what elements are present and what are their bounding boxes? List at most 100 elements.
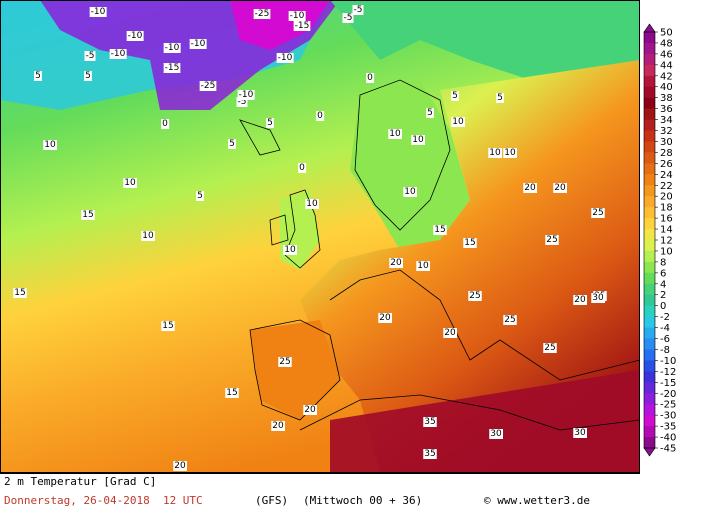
colorbar-band <box>644 207 655 219</box>
colorbar-label: -40 <box>660 433 676 444</box>
colorbar-band <box>644 338 655 350</box>
colorbar-band <box>644 393 655 405</box>
colorbar-label: 40 <box>660 82 673 93</box>
colorbar-band <box>644 32 655 44</box>
isoline-label: -25 <box>255 9 270 19</box>
colorbar-band <box>644 108 655 121</box>
isoline-label-bg <box>543 343 557 353</box>
isoline-label-bg <box>123 178 137 188</box>
colorbar-band <box>644 283 655 296</box>
isoline-label: -15 <box>165 63 180 73</box>
isoline-label-bg <box>411 135 425 145</box>
iberia <box>250 320 340 420</box>
colorbar-band <box>644 163 655 175</box>
colorbar-band <box>644 382 655 394</box>
isoline-label: 20 <box>304 405 316 415</box>
isoline-label-bg <box>109 49 127 59</box>
colorbar-band <box>644 97 655 110</box>
colorbar-label: -25 <box>660 400 676 411</box>
isoline-label-bg <box>423 417 437 427</box>
isoline-label: 20 <box>554 183 566 193</box>
colorbar-band <box>644 327 655 340</box>
colorbar-label: 16 <box>660 214 673 225</box>
isoline-label-bg <box>573 295 587 305</box>
isoline-label-bg <box>423 449 437 459</box>
colorbar-label: 10 <box>660 246 673 257</box>
colorbar-label: 34 <box>660 115 673 126</box>
colorbar-band <box>644 240 655 252</box>
colorbar-band <box>644 64 655 77</box>
arctic <box>330 0 640 90</box>
isoline-label-bg <box>305 199 319 209</box>
isoline-label: 5 <box>85 71 91 81</box>
isoline-label: 35 <box>424 449 435 459</box>
isoline-label-bg <box>84 71 92 81</box>
model: (GFS) <box>255 494 289 507</box>
colorbar-label: 20 <box>660 192 673 203</box>
isoline-label-bg <box>237 90 255 100</box>
isoline-label: -10 <box>91 7 106 17</box>
isoline-label-bg <box>591 208 605 218</box>
colorbar-band <box>644 360 655 372</box>
colorbar-label: 26 <box>660 159 673 170</box>
colorbar-label: -12 <box>660 367 676 378</box>
colorbar-band <box>644 130 655 142</box>
colorbar-top <box>643 23 656 33</box>
isoline-label-bg <box>288 11 306 21</box>
colorbar-band <box>644 294 655 307</box>
isoline-label-bg <box>126 31 144 41</box>
isoline-label-bg <box>276 53 294 63</box>
isoline-label-bg <box>173 461 187 471</box>
isoline-label-bg <box>43 140 57 150</box>
isoline-label: 30 <box>574 428 586 438</box>
colorbar-label: -6 <box>660 334 670 345</box>
date: Donnerstag, 26-04-2018 12 UTC <box>4 494 203 507</box>
isoline-label-bg <box>468 291 482 301</box>
isoline-label-bg <box>199 81 217 91</box>
isoline-label-bg <box>236 97 248 107</box>
colorbar-label: 48 <box>660 38 673 49</box>
isoline-label: 10 <box>44 140 56 150</box>
isoline-label: -5 <box>344 13 353 23</box>
colorbar-label: 4 <box>660 279 666 290</box>
isoline-label-bg <box>433 225 447 235</box>
isoline-label: -5 <box>86 51 95 61</box>
colorbar-band <box>644 218 655 230</box>
colorbar-bottom <box>643 447 656 457</box>
isoline-label-bg <box>163 63 181 73</box>
isoline-label: 20 <box>174 461 186 471</box>
isoline-label: 25 <box>469 291 480 301</box>
isoline-label-bg <box>266 118 274 128</box>
colorbar-label: -20 <box>660 389 676 400</box>
isoline-label-bg <box>84 51 96 61</box>
colorbar-band <box>644 272 655 285</box>
isoline-label: 5 <box>229 139 235 149</box>
isoline-label: 20 <box>574 295 586 305</box>
colorbar-label: -45 <box>660 444 676 455</box>
colorbar-label: 28 <box>660 148 673 159</box>
colorbar-band <box>644 42 655 55</box>
isoline-label: 10 <box>417 261 429 271</box>
isoline-label: 25 <box>546 235 557 245</box>
isoline-label: 5 <box>197 191 203 201</box>
isoline-label-bg <box>443 328 457 338</box>
isoline-label: 5 <box>35 71 41 81</box>
isoline-label-bg <box>451 117 465 127</box>
isoline-label: 15 <box>162 321 173 331</box>
isoline-label-bg <box>591 293 605 303</box>
isoline-label: 15 <box>464 238 475 248</box>
isoline-label-bg <box>496 93 504 103</box>
isoline-label: 10 <box>389 129 401 139</box>
colorbar-label: -15 <box>660 378 676 389</box>
colorbar-label: 0 <box>660 301 666 312</box>
colorbar-band <box>644 426 655 438</box>
isoline-label: 25 <box>592 208 603 218</box>
divider <box>0 473 640 474</box>
isoline-label: 25 <box>544 343 555 353</box>
isoline-label-bg <box>416 261 430 271</box>
colorbar-band <box>644 437 655 449</box>
colorbar-band <box>644 371 655 383</box>
isoline-label: 5 <box>452 91 458 101</box>
isoline-label: 5 <box>267 118 273 128</box>
colorbar-label: 2 <box>660 290 666 301</box>
